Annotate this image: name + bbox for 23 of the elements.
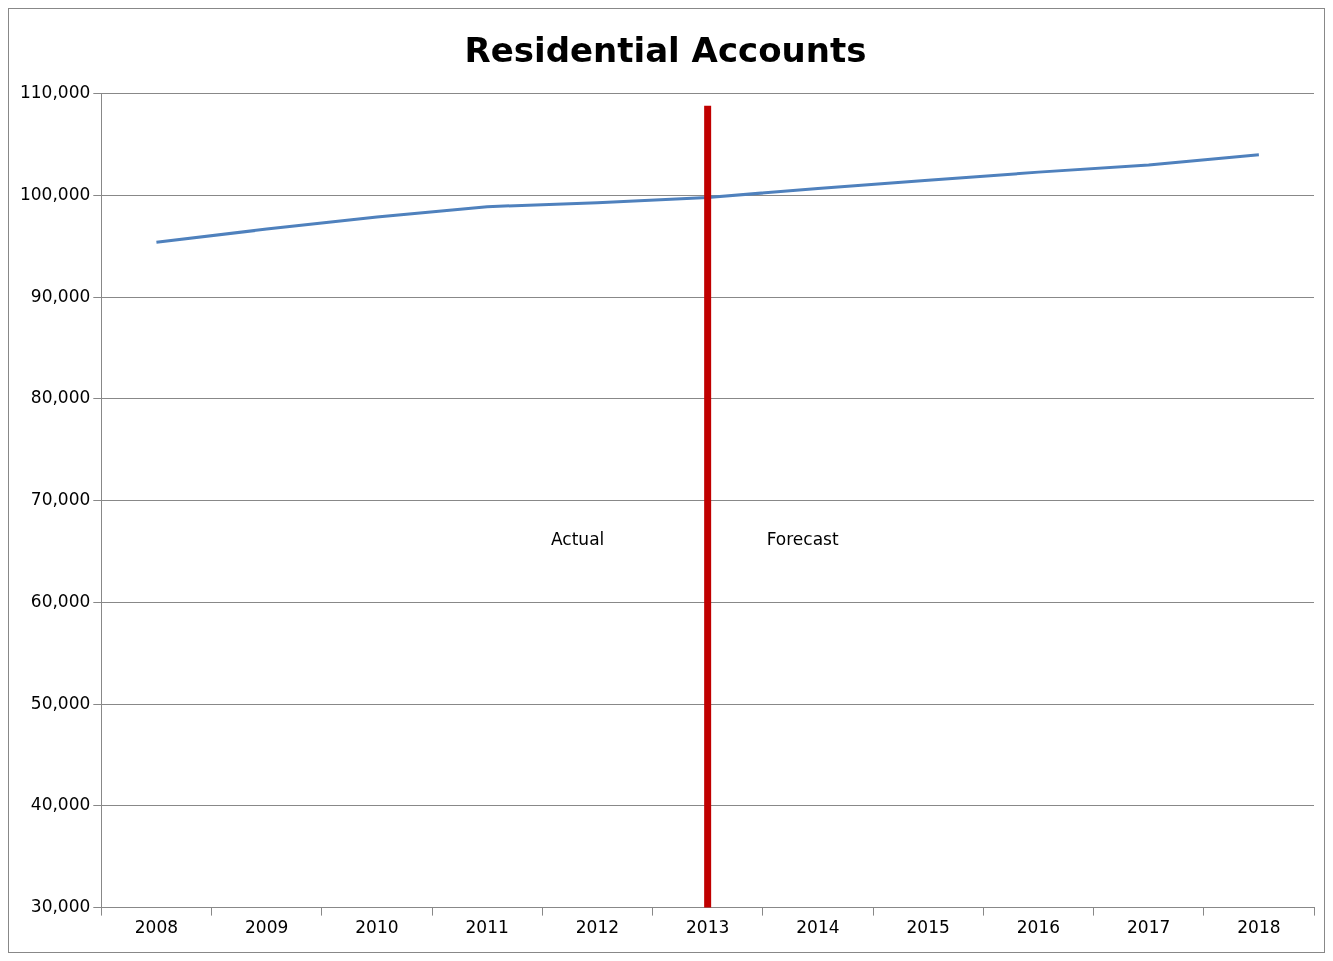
y-tick-label: 90,000: [30, 285, 91, 306]
y-tick-label: 50,000: [30, 692, 91, 713]
x-tick-label: 2012: [575, 917, 620, 938]
x-tick-label: 2018: [1237, 917, 1281, 938]
y-tick-label: 80,000: [30, 387, 91, 408]
x-tick-label: 2014: [796, 917, 840, 938]
annotation: Actual: [551, 529, 605, 550]
x-tick-label: 2010: [355, 917, 399, 938]
x-tick-label: 2009: [245, 917, 289, 938]
y-tick-label: 110,000: [19, 82, 91, 103]
x-tick-label: 2016: [1016, 917, 1061, 938]
x-tick-label: 2015: [906, 917, 950, 938]
y-tick-label: 30,000: [30, 896, 91, 917]
y-tick-label: 40,000: [30, 794, 91, 815]
x-tick-label: 2017: [1127, 917, 1171, 938]
x-tick-label: 2013: [686, 917, 730, 938]
x-tick-label: 2008: [134, 917, 179, 938]
y-tick-label: 60,000: [30, 590, 91, 611]
x-tick-label: 2011: [465, 917, 509, 938]
annotation: Forecast: [766, 529, 839, 550]
y-tick-label: 100,000: [19, 183, 91, 204]
y-tick-label: 70,000: [30, 489, 91, 510]
chart-title: Residential Accounts: [464, 30, 867, 71]
